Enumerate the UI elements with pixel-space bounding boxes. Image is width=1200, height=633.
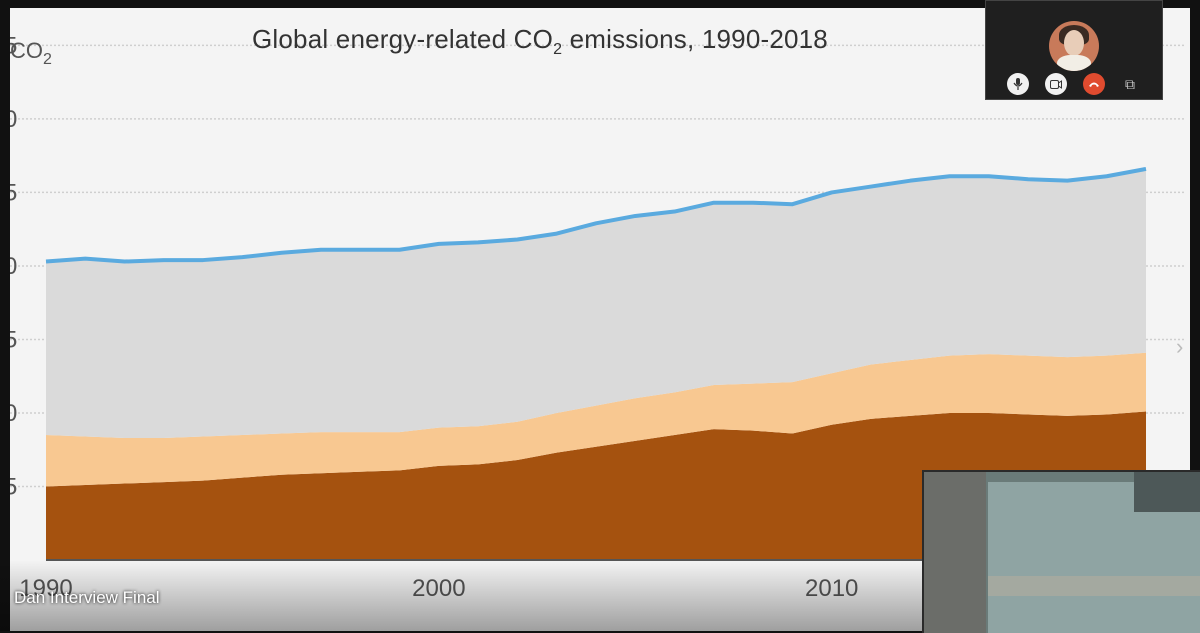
x-tick-label: 2000 bbox=[412, 575, 465, 602]
y-tick-label: 0 bbox=[10, 253, 17, 280]
y-axis-unit: CO2 bbox=[10, 38, 52, 68]
y-tick-label: 0 bbox=[10, 106, 17, 133]
x-tick-label: 2010 bbox=[805, 575, 858, 602]
chart-title: Global energy-related CO2 emissions, 199… bbox=[252, 24, 828, 58]
avatar-body bbox=[1057, 55, 1091, 71]
presentation-slide: 5 0 5 0 5 0 5 1990 2000 2010 Global energy-relate… bbox=[10, 8, 1190, 631]
stacked-area-chart: 5 0 5 0 5 0 5 1990 2000 2010 bbox=[10, 32, 1186, 602]
area-series-2 bbox=[46, 352, 1146, 487]
y-tick-label: 5 bbox=[10, 179, 17, 206]
video-wall bbox=[924, 472, 986, 633]
y-tick-label: 5 bbox=[10, 326, 17, 353]
x-tick-label: 1990 bbox=[19, 575, 72, 602]
self-view-tile[interactable]: ⧉ bbox=[985, 0, 1163, 100]
y-tick-label: 5 bbox=[10, 32, 17, 59]
pop-out-icon[interactable]: ⧉ bbox=[1125, 75, 1135, 92]
microphone-icon[interactable] bbox=[1007, 73, 1029, 95]
remote-video-tile[interactable] bbox=[922, 470, 1200, 633]
y-tick-label: 0 bbox=[10, 400, 17, 427]
area-series-1 bbox=[46, 411, 1146, 560]
chevron-right-icon[interactable]: › bbox=[1176, 334, 1184, 359]
avatar bbox=[1049, 21, 1099, 71]
y-tick-label: 5 bbox=[10, 473, 17, 500]
video-window-sill bbox=[988, 576, 1200, 596]
avatar-face bbox=[1064, 30, 1084, 56]
participant-name-label: Dan Interview Final bbox=[14, 588, 160, 607]
area-series-3 bbox=[46, 168, 1146, 438]
video-camera-icon[interactable] bbox=[1045, 73, 1067, 95]
hang-up-icon[interactable] bbox=[1083, 73, 1105, 95]
total-emissions-line bbox=[45, 166, 1147, 264]
video-corner bbox=[1134, 472, 1200, 512]
